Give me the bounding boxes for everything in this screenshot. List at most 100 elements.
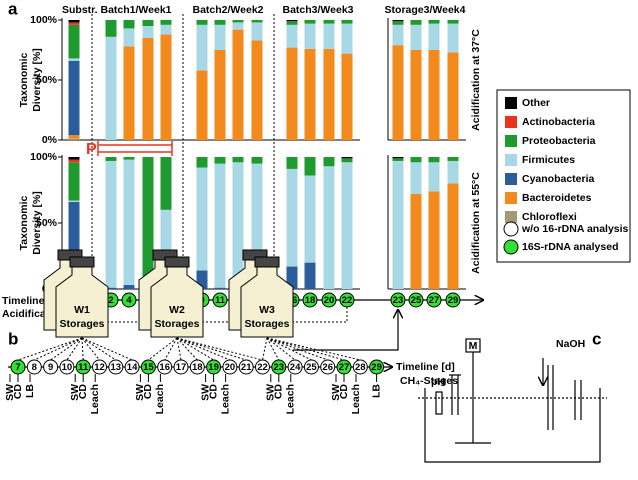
- timeline-day-label: 8: [32, 362, 37, 373]
- panel-letter: c: [592, 329, 601, 348]
- bar-segment: [123, 157, 135, 160]
- bar-segment: [341, 53, 353, 140]
- bar-segment: [428, 50, 440, 140]
- stage-label: Leach: [89, 384, 101, 414]
- group-header: Substr.: [62, 4, 98, 16]
- bar-segment: [68, 20, 80, 23]
- bar-segment: [286, 266, 298, 289]
- bar-segment: [123, 285, 135, 289]
- fan-line: [81, 337, 84, 361]
- y-axis-label: TaxonomicDiversity [%]: [18, 48, 43, 112]
- timeline-day-label: 15: [143, 362, 154, 373]
- fan-line: [266, 337, 312, 361]
- bar-segment: [196, 167, 208, 271]
- bar-segment: [341, 162, 353, 289]
- bar-segment: [68, 162, 80, 201]
- bar-segment: [68, 159, 80, 163]
- legend-label: Actinobacteria: [522, 116, 595, 128]
- timeline-day: [92, 359, 107, 375]
- fan-line: [148, 337, 178, 361]
- bar-segment: [160, 20, 172, 25]
- timeline-day-label: 16: [159, 362, 170, 373]
- timeline-day: [26, 359, 42, 375]
- panel-title: Acidification at 37°C: [470, 29, 482, 131]
- y-axis-label: TaxonomicDiversity [%]: [18, 191, 43, 255]
- x-tick-label: 2: [108, 295, 113, 306]
- x-tick-label: 25: [411, 295, 422, 306]
- bar-segment: [323, 157, 335, 167]
- timeline-day-label: 14: [127, 362, 138, 373]
- bottle: [240, 266, 294, 338]
- timeline-day: [390, 292, 406, 308]
- bar-segment: [428, 162, 440, 192]
- annotation-bracket: [97, 141, 173, 156]
- timeline-day: [408, 292, 424, 308]
- stage-label: SW: [330, 384, 342, 401]
- stage-label: CD: [142, 384, 154, 400]
- legend-box: [496, 89, 631, 263]
- legend-label: Proteobacteria: [522, 135, 596, 147]
- timeline-day: [302, 292, 318, 308]
- group-header: Storage3/Week4: [385, 4, 466, 16]
- bar-segment: [286, 168, 298, 267]
- fan-line: [176, 337, 214, 361]
- bar-segment: [251, 20, 263, 23]
- fan-line: [176, 337, 247, 361]
- bar-segment: [447, 183, 459, 289]
- bar-segment: [392, 24, 404, 46]
- stage-label: Leach: [154, 384, 166, 414]
- bar-segment: [304, 23, 316, 49]
- legend-label: 16S-rDNA analysed: [522, 241, 618, 253]
- bar-segment: [251, 157, 263, 164]
- bar-segment: [304, 48, 316, 140]
- stage-label: CD: [273, 384, 285, 400]
- fan-line: [176, 337, 231, 361]
- fan-line: [266, 337, 328, 361]
- timeline-day-label: 29: [371, 362, 382, 373]
- bar-segment: [392, 45, 404, 141]
- panel-title: Acidification at 55°C: [470, 172, 482, 274]
- bar-segment: [160, 157, 172, 210]
- fan-line: [176, 337, 263, 361]
- legend-swatch: [505, 154, 517, 166]
- legend-swatch: [505, 135, 517, 147]
- timeline-day: [426, 292, 442, 308]
- bar-segment: [447, 157, 459, 161]
- stage-label: LB: [370, 384, 382, 398]
- timeline-sublabel: CH₄-Stages: [400, 375, 458, 387]
- bar-segment: [392, 158, 404, 161]
- panel-letter: a: [8, 0, 18, 18]
- timeline-day-label: 11: [78, 362, 89, 373]
- legend-label: Firmicutes: [522, 154, 575, 166]
- fan-line: [262, 337, 268, 361]
- stage-label: LB: [24, 384, 36, 398]
- bar-segment: [428, 191, 440, 289]
- storage-name: W3: [259, 304, 275, 316]
- bar-segment: [68, 60, 80, 136]
- bar-segment: [105, 160, 117, 288]
- x-tick-label: 20: [324, 295, 335, 306]
- bottle-cap: [164, 256, 190, 268]
- legend-swatch: [505, 192, 517, 204]
- bar-segment: [410, 20, 422, 25]
- legend-label: Cyanobacteria: [522, 173, 595, 185]
- bottle: [55, 266, 109, 338]
- timeline-day: [124, 359, 140, 375]
- legend-marker: [503, 221, 519, 237]
- stage-label: SW: [69, 384, 81, 401]
- motor-label: M: [469, 340, 478, 352]
- y-axis-label-line: Diversity [%]: [31, 48, 43, 112]
- bottle-cap: [69, 256, 95, 268]
- bar-segment: [160, 209, 172, 268]
- bar-segment: [232, 29, 244, 141]
- bar-segment: [286, 47, 298, 140]
- bar-segment: [428, 157, 440, 163]
- bar-segment: [392, 160, 404, 289]
- bar-segment: [123, 159, 135, 286]
- timeline-day-label: 27: [339, 362, 350, 373]
- bar-segment: [428, 23, 440, 50]
- bar-segment: [232, 22, 244, 30]
- bar-segment: [232, 20, 244, 23]
- bar-segment: [160, 24, 172, 35]
- bar-segment: [392, 20, 404, 22]
